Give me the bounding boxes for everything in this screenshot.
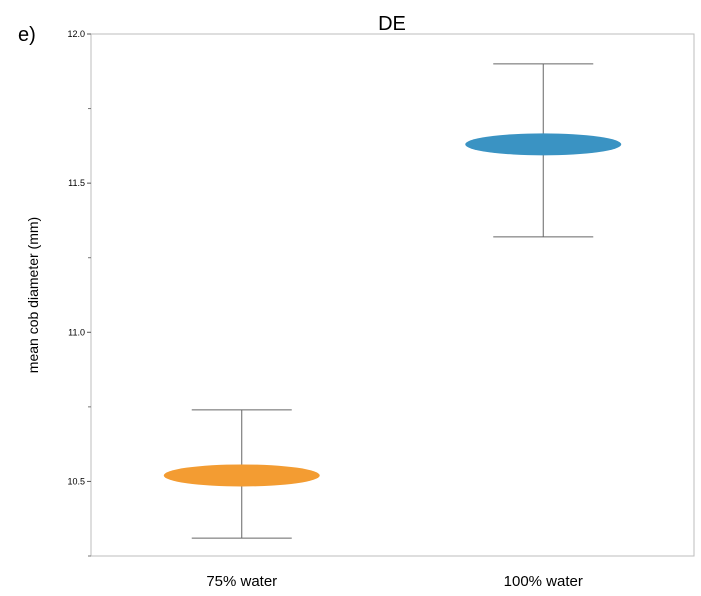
chart-marks xyxy=(164,64,622,538)
y-tick-label: 10.5 xyxy=(67,476,85,486)
mean-point xyxy=(164,464,320,486)
x-tick-label: 75% water xyxy=(206,573,277,590)
y-tick-label: 11.0 xyxy=(68,327,85,337)
y-axis-ticks: 10.5 11.0 11.5 12.0 xyxy=(67,29,91,556)
y-axis-label: mean cob diameter (mm) xyxy=(25,217,41,373)
y-tick-label: 12.0 xyxy=(67,29,85,39)
x-axis-ticks: 75% water 100% water xyxy=(206,573,583,590)
chart-title: DE xyxy=(378,13,406,35)
x-tick-label: 100% water xyxy=(504,573,583,590)
mean-point xyxy=(465,133,621,155)
y-tick-label: 11.5 xyxy=(68,178,85,188)
